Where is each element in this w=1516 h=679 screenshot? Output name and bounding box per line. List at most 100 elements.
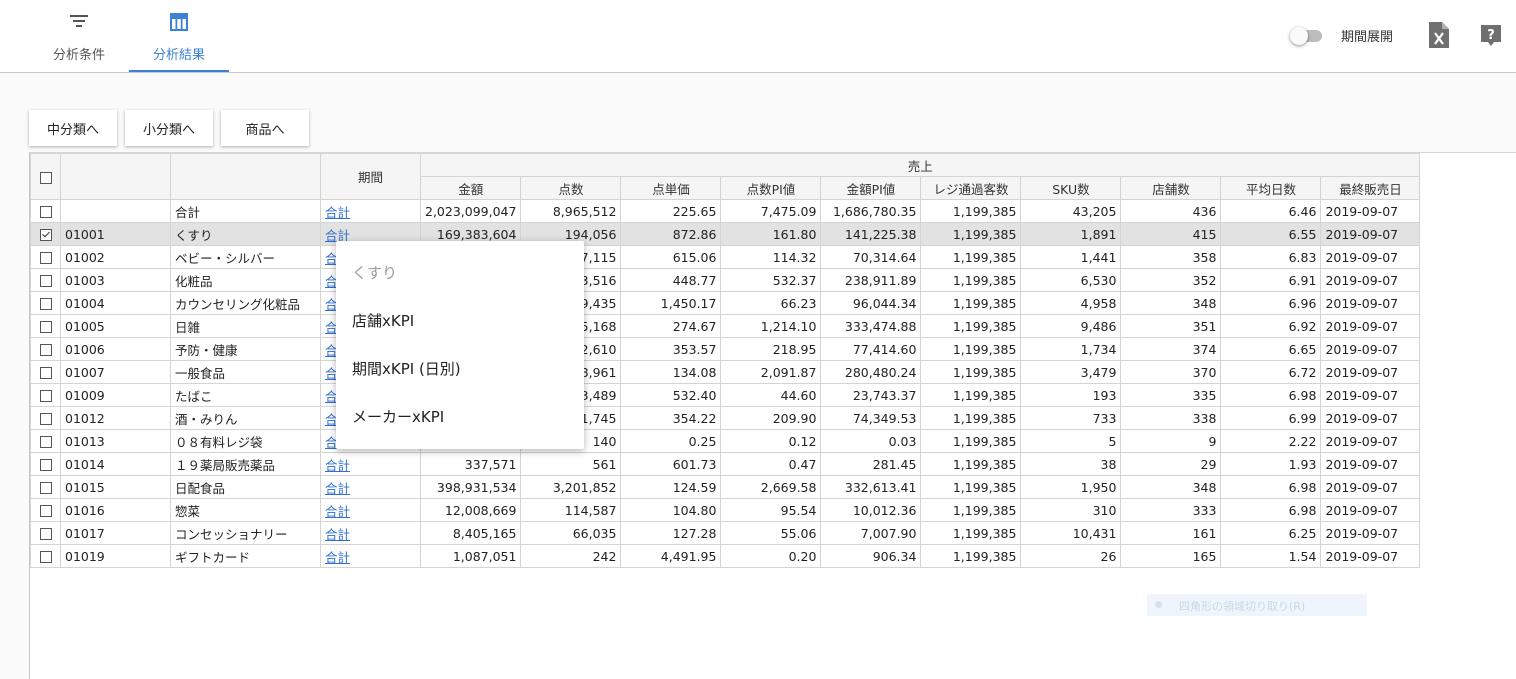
period-link[interactable]: 合計 — [325, 227, 351, 243]
column-header[interactable]: 点数 — [520, 176, 622, 200]
category-name-cell[interactable]: 惣菜 — [170, 498, 321, 522]
drill-to-mid-category-button[interactable]: 中分類へ — [29, 110, 117, 146]
row-checkbox[interactable] — [39, 298, 52, 310]
value-cell: 66.23 — [720, 291, 822, 315]
column-header[interactable]: 点数PI値 — [720, 176, 822, 200]
value-cell: 6.46 — [1220, 199, 1322, 223]
column-header[interactable]: 点単価 — [620, 176, 722, 200]
excel-export-icon[interactable] — [1429, 22, 1449, 52]
period-link[interactable]: 合計 — [325, 503, 351, 519]
select-all-checkbox[interactable] — [39, 171, 52, 184]
column-header[interactable]: 金額PI値 — [820, 176, 922, 200]
value-cell: 374 — [1120, 337, 1222, 361]
table-row[interactable]: 01002ベビー・シルバー合計7,115615.06114.3270,314.6… — [30, 245, 1421, 269]
category-name-cell[interactable]: 合計 — [170, 199, 321, 223]
column-header[interactable]: 店舗数 — [1120, 176, 1222, 200]
value-cell: 2019-09-07 — [1320, 475, 1421, 499]
category-name-cell[interactable]: １９薬局販売薬品 — [170, 452, 321, 476]
row-checkbox[interactable] — [39, 551, 52, 563]
column-header[interactable]: レジ通過客数 — [920, 176, 1022, 200]
row-checkbox[interactable] — [39, 390, 52, 402]
menu-item-maker-kpi[interactable]: メーカーxKPI — [352, 408, 445, 426]
row-checkbox[interactable] — [39, 505, 52, 517]
table-row[interactable]: 01006予防・健康合計2,610353.57218.9577,414.601,… — [30, 337, 1421, 361]
value-cell: 124.59 — [620, 475, 722, 499]
period-cell: 合計 — [320, 521, 421, 545]
table-row[interactable]: 01004カウンセリング化粧品合計9,4351,450.1766.2396,04… — [30, 291, 1421, 315]
category-name-cell[interactable]: カウンセリング化粧品 — [170, 291, 321, 315]
row-checkbox[interactable] — [39, 344, 52, 356]
value-cell: 1,891 — [1020, 222, 1122, 246]
table-row[interactable]: 合計 合計 2,023,099,047 8,965,512 225.65 7,475.09… — [30, 199, 1421, 223]
category-name-cell[interactable]: 酒・みりん — [170, 406, 321, 430]
code-header — [60, 153, 171, 200]
period-link[interactable]: 合計 — [325, 204, 351, 220]
period-expand-toggle[interactable] — [1290, 27, 1324, 45]
category-name-cell[interactable]: 日雑 — [170, 314, 321, 338]
period-cell: 合計 — [320, 544, 421, 568]
table-row[interactable]: 01014 １９薬局販売薬品 合計 337,571 561 601.73 0.47 281.4… — [30, 452, 1421, 476]
row-checkbox[interactable] — [39, 436, 52, 448]
drill-to-product-button[interactable]: 商品へ — [221, 110, 309, 146]
column-header[interactable]: 最終販売日 — [1320, 176, 1421, 200]
row-checkbox[interactable] — [39, 528, 52, 540]
column-header[interactable]: 平均日数 — [1220, 176, 1322, 200]
menu-item-period-kpi-daily[interactable]: 期間xKPI (日別) — [352, 360, 461, 378]
category-name-cell[interactable]: 予防・健康 — [170, 337, 321, 361]
period-link[interactable]: 合計 — [325, 457, 351, 473]
value-cell: 3,479 — [1020, 360, 1122, 384]
table-row[interactable]: 01005日雑合計5,168274.671,214.10333,474.881,… — [30, 314, 1421, 338]
category-name-cell[interactable]: 化粧品 — [170, 268, 321, 292]
category-name-cell[interactable]: 一般食品 — [170, 360, 321, 384]
table-row[interactable]: 01007一般食品合計8,961134.082,091.87280,480.24… — [30, 360, 1421, 384]
value-cell: 1,199,385 — [920, 291, 1022, 315]
category-name-cell[interactable]: ベビー・シルバー — [170, 245, 321, 269]
table-row[interactable]: 01001 くすり 合計 169,383,604 194,056 872.86 161.80… — [30, 222, 1421, 246]
row-checkbox[interactable] — [39, 229, 52, 241]
value-cell: 280,480.24 — [820, 360, 922, 384]
table-row[interactable]: 01017 コンセッショナリー 合計 8,405,165 66,035 127.28 55.… — [30, 521, 1421, 545]
table-row[interactable]: 01015 日配食品 合計 398,931,534 3,201,852 124.59 2,6… — [30, 475, 1421, 499]
help-icon[interactable]: ? — [1481, 25, 1501, 51]
value-cell: 44.60 — [720, 383, 822, 407]
table-row[interactable]: 01009たばこ合計3,489532.4044.6023,743.371,199… — [30, 383, 1421, 407]
column-header[interactable]: SKU数 — [1020, 176, 1122, 200]
tab-analysis-results[interactable]: 分析結果 — [129, 0, 229, 72]
value-cell: 96,044.34 — [820, 291, 922, 315]
row-checkbox[interactable] — [39, 482, 52, 494]
table-row[interactable]: 01013０８有料レジ袋合計351400.250.120.031,199,385… — [30, 429, 1421, 453]
ghost-tooltip-text: 四角形の領域切り取り(R) — [1179, 600, 1306, 613]
row-checkbox[interactable] — [39, 413, 52, 425]
period-header: 期間 — [320, 153, 421, 200]
value-cell: 352 — [1120, 268, 1222, 292]
row-checkbox[interactable] — [39, 459, 52, 471]
table-row[interactable]: 01012酒・みりん合計1,745354.22209.9074,349.531,… — [30, 406, 1421, 430]
table-row[interactable]: 01003化粧品合計3,516448.77532.37238,911.891,1… — [30, 268, 1421, 292]
category-name-cell[interactable]: ０８有料レジ袋 — [170, 429, 321, 453]
row-checkbox[interactable] — [39, 206, 52, 218]
table-row[interactable]: 01019 ギフトカード 合計 1,087,051 242 4,491.95 0.20 906… — [30, 544, 1421, 568]
period-link[interactable]: 合計 — [325, 480, 351, 496]
category-name-cell[interactable]: ギフトカード — [170, 544, 321, 568]
value-cell: 1,686,780.35 — [820, 199, 922, 223]
category-name-cell[interactable]: 日配食品 — [170, 475, 321, 499]
column-header[interactable]: 金額 — [419, 176, 522, 200]
value-cell: 1,199,385 — [920, 521, 1022, 545]
row-checkbox[interactable] — [39, 367, 52, 379]
category-name-cell[interactable]: コンセッショナリー — [170, 521, 321, 545]
value-cell: 6.72 — [1220, 360, 1322, 384]
tab-analysis-conditions[interactable]: 分析条件 — [40, 0, 118, 72]
row-checkbox[interactable] — [39, 321, 52, 333]
name-header — [170, 153, 321, 200]
value-cell: 1,950 — [1020, 475, 1122, 499]
table-row[interactable]: 01016 惣菜 合計 12,008,669 114,587 104.80 95.54 10,… — [30, 498, 1421, 522]
row-checkbox[interactable] — [39, 252, 52, 264]
period-link[interactable]: 合計 — [325, 549, 351, 565]
row-checkbox[interactable] — [39, 275, 52, 287]
drill-to-sub-category-button[interactable]: 小分類へ — [125, 110, 213, 146]
category-name-cell[interactable]: くすり — [170, 222, 321, 246]
value-cell: 0.20 — [720, 544, 822, 568]
period-link[interactable]: 合計 — [325, 526, 351, 542]
category-name-cell[interactable]: たばこ — [170, 383, 321, 407]
menu-item-store-kpi[interactable]: 店舗xKPI — [352, 312, 415, 330]
